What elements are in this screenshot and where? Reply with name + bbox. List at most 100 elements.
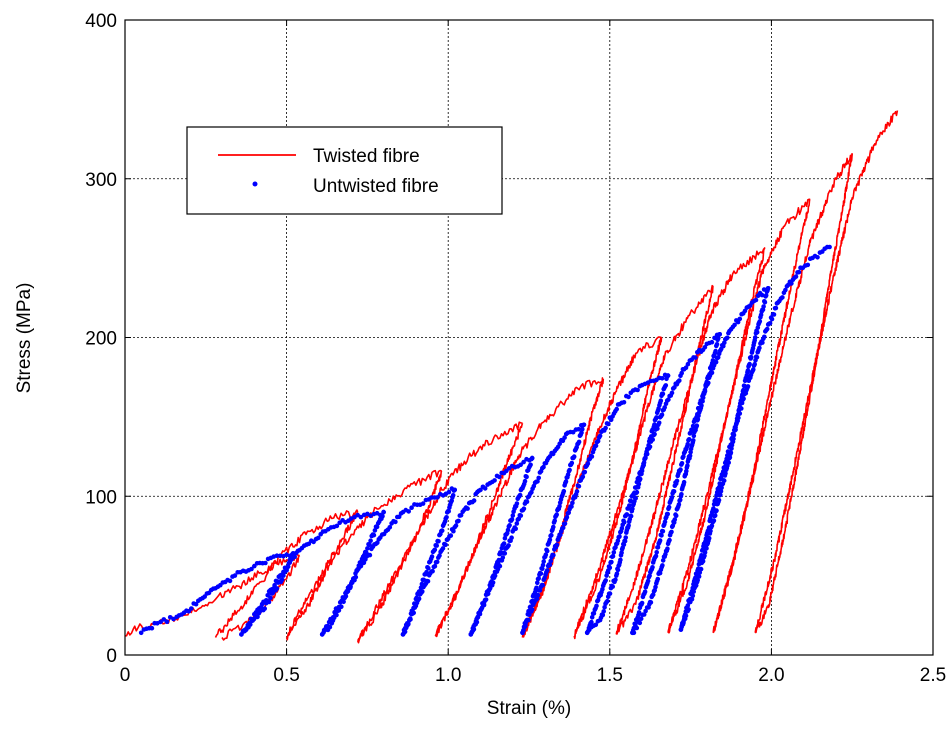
untwisted-data-point	[623, 535, 628, 540]
untwisted-data-point	[661, 554, 667, 559]
untwisted-data-point	[509, 535, 514, 540]
untwisted-data-point	[725, 335, 730, 341]
untwisted-data-point	[275, 579, 280, 584]
untwisted-data-point	[535, 580, 540, 586]
untwisted-data-point	[610, 553, 616, 559]
untwisted-data-point	[753, 297, 759, 303]
untwisted-data-point	[589, 615, 595, 620]
untwisted-data-point	[716, 484, 722, 490]
untwisted-data-point	[767, 321, 773, 326]
untwisted-data-point	[614, 573, 619, 578]
untwisted-data-point	[617, 534, 622, 539]
untwisted-data-point	[523, 474, 529, 479]
untwisted-data-point	[659, 393, 664, 399]
untwisted-data-point	[649, 594, 654, 600]
legend-swatch-untwisted	[252, 181, 258, 187]
untwisted-data-point	[709, 370, 715, 376]
untwisted-data-point	[482, 486, 488, 491]
twisted-cycle-path	[356, 421, 523, 644]
untwisted-data-point	[662, 405, 667, 410]
y-tick-label: 300	[85, 170, 117, 191]
untwisted-data-point	[227, 578, 233, 584]
untwisted-data-point	[252, 563, 257, 569]
untwisted-data-point	[671, 519, 676, 524]
untwisted-data-point	[534, 596, 540, 602]
untwisted-data-point	[564, 475, 569, 480]
untwisted-data-point	[243, 627, 249, 633]
untwisted-data-point	[746, 364, 751, 369]
untwisted-data-point	[594, 603, 599, 609]
untwisted-data-point	[655, 545, 661, 550]
untwisted-data-point	[425, 579, 431, 584]
untwisted-data-point	[580, 474, 586, 480]
untwisted-data-point	[611, 550, 617, 555]
untwisted-data-point	[685, 361, 691, 367]
untwisted-data-point	[272, 582, 277, 588]
untwisted-data-point	[677, 378, 682, 383]
untwisted-data-point	[447, 505, 452, 510]
twisted-cycle-path	[754, 110, 899, 633]
untwisted-data-point	[726, 450, 731, 456]
untwisted-data-point	[757, 345, 762, 351]
y-tick-label: 200	[85, 329, 117, 350]
untwisted-data-point	[444, 510, 450, 515]
untwisted-data-point	[161, 617, 167, 622]
untwisted-data-point	[722, 340, 727, 346]
untwisted-data-point	[336, 604, 342, 610]
untwisted-data-point	[529, 489, 534, 495]
untwisted-data-point	[285, 564, 291, 569]
untwisted-data-point	[763, 294, 768, 299]
untwisted-data-point	[471, 626, 477, 632]
untwisted-data-point	[615, 538, 621, 544]
untwisted-data-point	[690, 427, 695, 433]
untwisted-data-point	[420, 589, 425, 594]
untwisted-data-point	[654, 581, 659, 586]
untwisted-data-point	[685, 603, 691, 608]
untwisted-data-point	[553, 514, 558, 520]
untwisted-data-point	[626, 519, 632, 524]
untwisted-data-point	[619, 546, 625, 552]
twisted-cycle-path	[285, 509, 359, 641]
untwisted-data-point	[393, 519, 398, 525]
untwisted-data-point	[685, 441, 690, 447]
twisted-cycle-path	[573, 284, 714, 640]
legend: Twisted fibre Untwisted fibre	[186, 126, 503, 215]
untwisted-data-point	[679, 486, 685, 492]
untwisted-data-point	[629, 508, 635, 514]
untwisted-data-point	[525, 468, 530, 474]
untwisted-data-point	[762, 334, 767, 340]
untwisted-data-point	[585, 461, 591, 466]
untwisted-data-point	[688, 449, 693, 455]
untwisted-data-point	[605, 594, 611, 600]
untwisted-data-point	[611, 578, 616, 584]
untwisted-data-point	[432, 563, 438, 569]
untwisted-data-point	[633, 622, 638, 628]
untwisted-data-point	[514, 521, 520, 526]
untwisted-data-point	[677, 498, 682, 503]
untwisted-data-point	[684, 465, 690, 470]
untwisted-data-point	[535, 592, 541, 598]
untwisted-data-point	[660, 529, 666, 534]
x-tick-label: 1.0	[435, 665, 461, 686]
untwisted-data-point	[669, 524, 675, 530]
untwisted-data-point	[478, 487, 483, 493]
untwisted-data-point	[669, 495, 675, 500]
untwisted-data-point	[783, 287, 788, 293]
untwisted-data-point	[539, 566, 544, 571]
untwisted-data-point	[715, 337, 720, 343]
untwisted-data-point	[780, 295, 785, 300]
untwisted-data-point	[654, 410, 660, 416]
untwisted-data-point	[435, 538, 440, 544]
untwisted-data-point	[502, 551, 508, 556]
untwisted-data-point	[497, 563, 503, 569]
untwisted-data-point	[189, 606, 194, 611]
untwisted-data-point	[703, 536, 709, 542]
untwisted-data-point	[717, 481, 722, 486]
untwisted-data-point	[714, 343, 719, 349]
untwisted-data-point	[660, 558, 666, 563]
untwisted-data-point	[662, 519, 668, 525]
untwisted-data-point	[521, 506, 527, 512]
untwisted-data-point	[485, 591, 491, 597]
untwisted-data-point	[518, 487, 524, 493]
